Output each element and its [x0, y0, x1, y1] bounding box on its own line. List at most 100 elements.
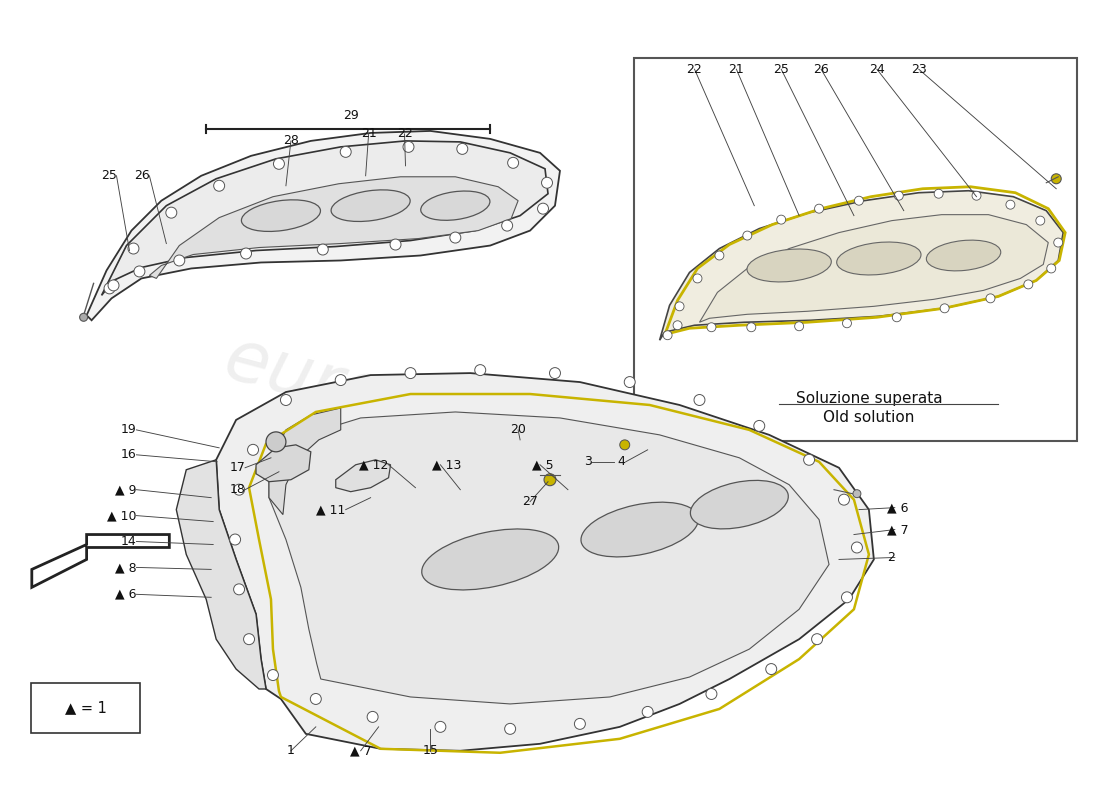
Text: 19: 19: [121, 423, 136, 436]
Text: 18: 18: [229, 483, 245, 496]
Text: ▲ 7: ▲ 7: [887, 523, 909, 536]
Circle shape: [336, 374, 346, 386]
Text: ▲ 12: ▲ 12: [360, 458, 388, 471]
Circle shape: [450, 232, 461, 243]
Circle shape: [79, 314, 88, 322]
Circle shape: [267, 670, 278, 681]
Polygon shape: [336, 460, 390, 492]
Circle shape: [505, 723, 516, 734]
Text: 4: 4: [618, 455, 626, 468]
Circle shape: [838, 494, 849, 505]
Circle shape: [842, 592, 852, 602]
Circle shape: [241, 248, 252, 259]
FancyBboxPatch shape: [31, 683, 141, 733]
Text: 2: 2: [887, 551, 894, 564]
Circle shape: [405, 368, 416, 378]
Text: ▲ 11: ▲ 11: [317, 503, 345, 516]
Ellipse shape: [420, 191, 490, 220]
Circle shape: [233, 584, 244, 595]
Text: ▲ 5: ▲ 5: [532, 458, 553, 471]
Circle shape: [624, 377, 635, 387]
Polygon shape: [150, 177, 518, 278]
Polygon shape: [176, 460, 266, 689]
Ellipse shape: [747, 249, 832, 282]
Ellipse shape: [581, 502, 698, 557]
Polygon shape: [217, 373, 873, 750]
Circle shape: [812, 634, 823, 645]
Circle shape: [213, 180, 224, 191]
Text: ▲ 6: ▲ 6: [887, 501, 909, 514]
Circle shape: [707, 322, 716, 332]
Text: 21: 21: [728, 62, 745, 76]
Circle shape: [663, 330, 672, 340]
Text: 25: 25: [100, 170, 117, 182]
Circle shape: [538, 203, 549, 214]
Circle shape: [243, 634, 254, 645]
Circle shape: [766, 663, 777, 674]
Polygon shape: [87, 131, 560, 320]
Text: eurospares: eurospares: [217, 324, 625, 495]
Circle shape: [934, 190, 943, 198]
Circle shape: [706, 689, 717, 699]
Text: ▲ 13: ▲ 13: [432, 458, 462, 471]
Circle shape: [280, 394, 292, 406]
Circle shape: [852, 490, 861, 498]
Circle shape: [550, 368, 561, 378]
Polygon shape: [32, 534, 169, 587]
Circle shape: [1047, 264, 1056, 273]
Circle shape: [675, 302, 684, 311]
Polygon shape: [270, 408, 341, 514]
Text: 17: 17: [229, 462, 245, 474]
Circle shape: [892, 313, 901, 322]
Circle shape: [456, 143, 468, 154]
Circle shape: [1054, 238, 1063, 247]
Text: 26: 26: [133, 170, 150, 182]
Circle shape: [855, 196, 864, 205]
Circle shape: [1024, 280, 1033, 289]
Circle shape: [108, 280, 119, 291]
Text: ▲ 10: ▲ 10: [107, 509, 136, 522]
Circle shape: [403, 142, 414, 152]
Circle shape: [747, 322, 756, 332]
Ellipse shape: [421, 529, 559, 590]
Ellipse shape: [331, 190, 410, 222]
Circle shape: [754, 421, 764, 431]
Text: 25: 25: [773, 62, 789, 76]
Ellipse shape: [691, 480, 789, 529]
Text: 14: 14: [121, 535, 136, 548]
Circle shape: [274, 158, 285, 170]
Circle shape: [794, 322, 804, 330]
Ellipse shape: [837, 242, 921, 275]
Text: ▲ 8: ▲ 8: [114, 561, 136, 574]
Circle shape: [134, 266, 145, 277]
Text: ▲ 7: ▲ 7: [350, 744, 372, 758]
Circle shape: [544, 474, 556, 486]
Text: 20: 20: [510, 423, 526, 436]
Circle shape: [367, 711, 378, 722]
Polygon shape: [660, 190, 1064, 340]
Text: 24: 24: [869, 62, 884, 76]
Text: 29: 29: [343, 110, 359, 122]
Text: Old solution: Old solution: [823, 410, 914, 426]
Circle shape: [507, 158, 518, 168]
Text: Soluzione superata: Soluzione superata: [795, 390, 943, 406]
Text: a passion for cars since 1988: a passion for cars since 1988: [241, 430, 601, 549]
Circle shape: [310, 694, 321, 705]
Polygon shape: [270, 412, 829, 704]
Circle shape: [475, 365, 486, 375]
Text: ▲ 6: ▲ 6: [114, 588, 136, 601]
Text: 16: 16: [121, 448, 136, 462]
Polygon shape: [256, 445, 311, 482]
Circle shape: [317, 244, 328, 255]
Text: 15: 15: [422, 744, 439, 758]
Text: 21: 21: [361, 127, 376, 141]
Circle shape: [777, 215, 785, 224]
Circle shape: [894, 191, 903, 200]
Circle shape: [972, 191, 981, 200]
Circle shape: [815, 204, 824, 213]
Circle shape: [940, 304, 949, 313]
Circle shape: [166, 207, 177, 218]
Ellipse shape: [241, 200, 320, 231]
Text: 27: 27: [522, 495, 538, 508]
Circle shape: [1005, 200, 1015, 209]
